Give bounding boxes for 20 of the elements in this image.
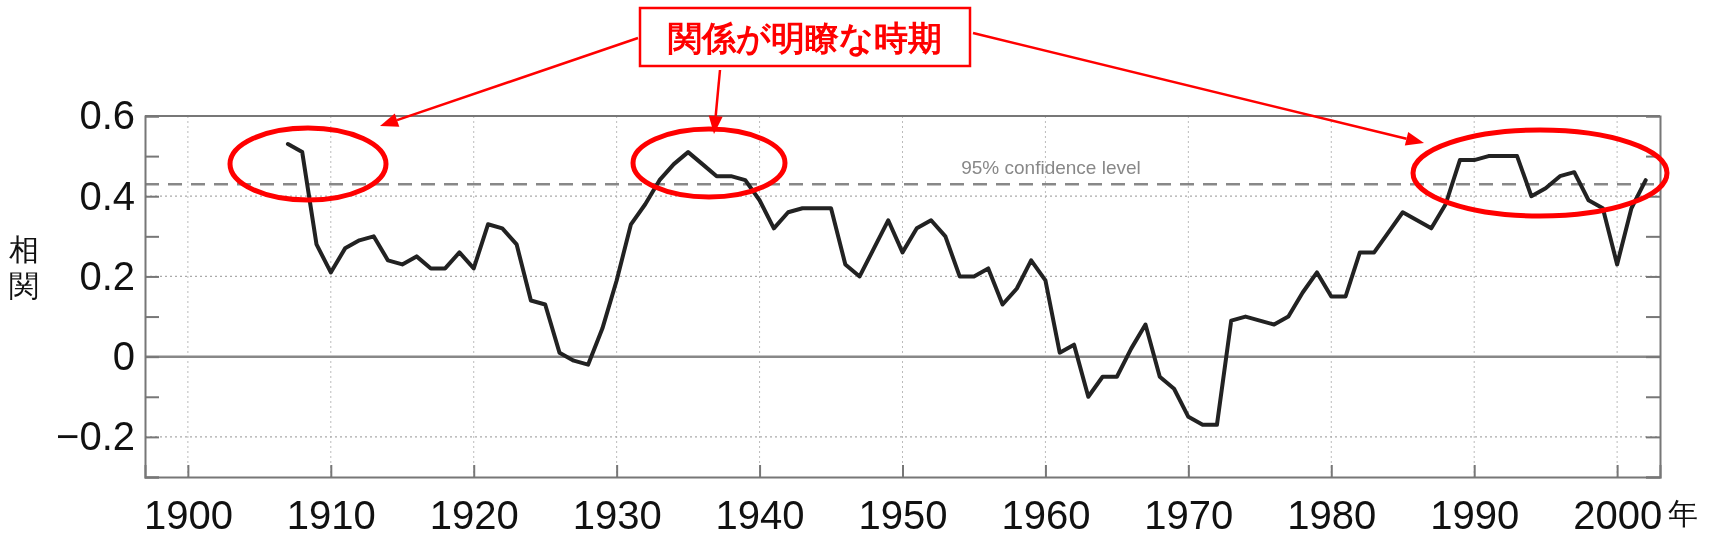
x-tick-label: 1980 <box>1287 493 1377 535</box>
y-tick-label: 0.4 <box>79 173 135 218</box>
x-tick-label: 1950 <box>858 493 948 535</box>
x-tick-label: 1940 <box>715 493 805 535</box>
x-tick-label: 1970 <box>1144 493 1234 535</box>
y-tick-label: −0.2 <box>56 414 135 459</box>
x-axis-title: 年 <box>1668 497 1698 530</box>
y-tick-label: 0.2 <box>79 253 135 298</box>
x-tick-label: 1930 <box>572 493 662 535</box>
x-tick-label: 1900 <box>143 493 233 535</box>
x-tick-label: 1910 <box>286 493 376 535</box>
y-tick-label: 0.6 <box>79 93 135 138</box>
y-axis-title: 相関 <box>9 233 39 302</box>
x-tick-label: 1960 <box>1001 493 1091 535</box>
x-tick-label: 1990 <box>1430 493 1520 535</box>
ref-line-label: 95% confidence level <box>961 157 1141 179</box>
x-tick-label: 1920 <box>429 493 519 535</box>
text: 関係が明瞭な時期 <box>668 19 942 57</box>
x-tick-label: 2000 <box>1573 493 1663 535</box>
y-tick-label: 0 <box>112 333 135 378</box>
